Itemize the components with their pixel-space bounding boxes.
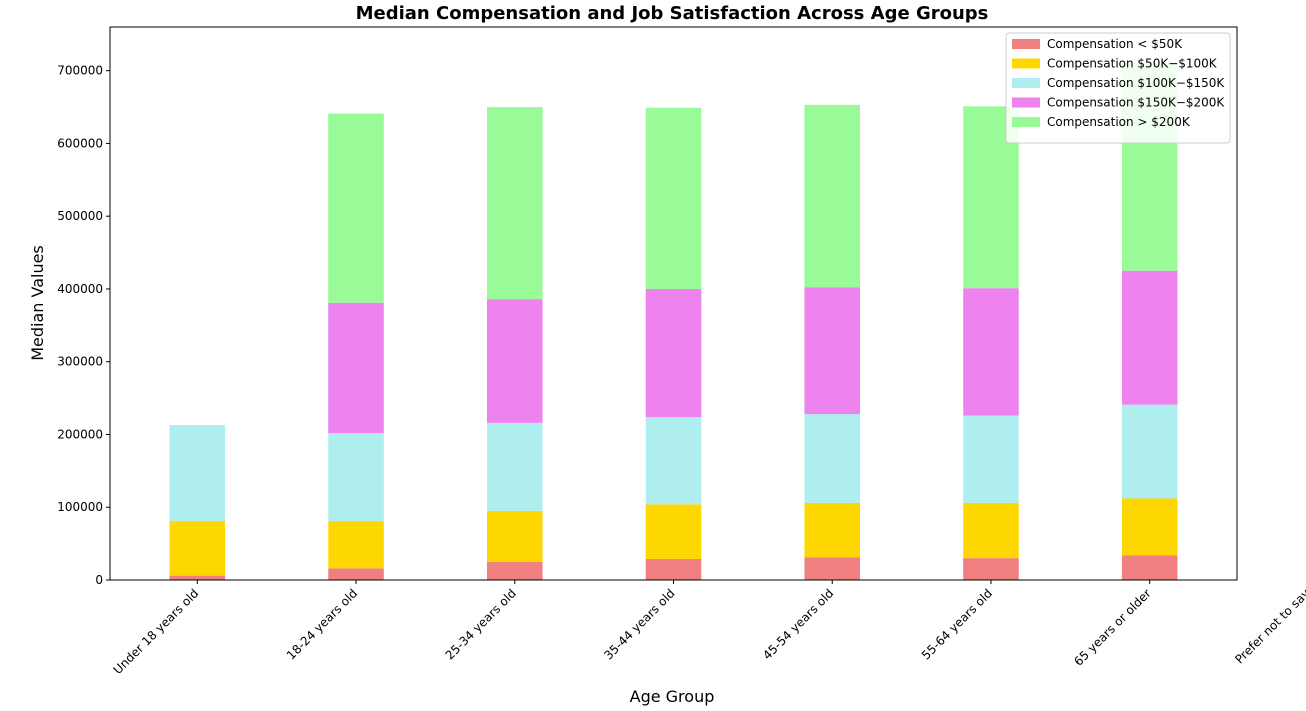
x-tick-label: 35-44 years old xyxy=(601,586,677,662)
bar-segment-6-series-1 xyxy=(963,558,1019,580)
legend-swatch xyxy=(1012,39,1040,49)
legend-swatch xyxy=(1012,78,1040,88)
y-tick-label: 600000 xyxy=(57,136,103,150)
bar-segment-2-series-4 xyxy=(328,302,384,434)
y-axis-label: Median Values xyxy=(28,245,47,361)
bar-segment-5-series-2 xyxy=(804,502,861,558)
bar-segment-4-series-5 xyxy=(645,107,702,289)
bar-segment-6-series-4 xyxy=(963,288,1019,416)
x-tick-label: Under 18 years old xyxy=(111,586,202,677)
legend-label: Compensation > $200K xyxy=(1047,115,1191,129)
bar-segment-7-series-4 xyxy=(1121,270,1178,405)
legend-label: Compensation $150K−$200K xyxy=(1047,96,1225,110)
bar-segment-2-series-2 xyxy=(328,521,384,569)
bar-segment-1-series-3 xyxy=(169,425,226,522)
y-tick-label: 500000 xyxy=(57,209,103,223)
bar-segment-4-series-4 xyxy=(645,288,702,418)
bar-segment-3-series-5 xyxy=(486,107,543,300)
chart-title: Median Compensation and Job Satisfaction… xyxy=(356,3,989,24)
bar-segment-7-series-2 xyxy=(1121,498,1178,556)
bar-segment-3-series-1 xyxy=(486,561,543,580)
legend-box xyxy=(1005,32,1231,144)
x-tick-label: 55-64 years old xyxy=(919,586,995,662)
bar-segment-6-series-3 xyxy=(963,415,1019,503)
bar-segment-7-series-1 xyxy=(1121,555,1178,580)
y-tick-label: 200000 xyxy=(57,427,103,441)
legend-label: Compensation $100K−$150K xyxy=(1047,76,1225,90)
bar-segment-3-series-4 xyxy=(486,299,543,423)
bar-segment-4-series-2 xyxy=(645,504,702,559)
legend-swatch xyxy=(1012,117,1040,127)
bar-segment-3-series-2 xyxy=(486,510,543,562)
bar-segment-4-series-3 xyxy=(645,417,702,505)
x-axis-label: Age Group xyxy=(630,687,715,706)
bar-segment-5-series-1 xyxy=(804,557,861,580)
legend: Compensation < $50K Compensation $50K−$10… xyxy=(1005,32,1231,144)
bar-segment-5-series-3 xyxy=(804,414,861,503)
y-tick-label: 300000 xyxy=(57,355,103,369)
x-tick-label: 18-24 years old xyxy=(284,586,360,662)
x-tick-label: Prefer not to say xyxy=(1232,586,1306,666)
bar-segment-4-series-1 xyxy=(645,558,702,580)
legend-label: Compensation < $50K xyxy=(1047,37,1183,51)
legend-swatch xyxy=(1012,58,1040,69)
bar-segment-5-series-5 xyxy=(804,104,861,288)
y-tick-label: 0 xyxy=(95,573,103,587)
bar-segment-6-series-2 xyxy=(963,502,1019,559)
bar-segment-1-series-1 xyxy=(169,575,226,580)
x-tick-label: 45-54 years old xyxy=(760,586,836,662)
bar-segment-3-series-3 xyxy=(486,422,543,511)
y-tick-label: 400000 xyxy=(57,282,103,296)
y-tick-label: 100000 xyxy=(57,500,103,514)
bar-segment-2-series-1 xyxy=(328,568,384,580)
bar-segment-7-series-3 xyxy=(1121,404,1178,499)
bar-segment-2-series-5 xyxy=(328,113,384,303)
x-tick-label: 65 years or older xyxy=(1071,586,1154,669)
legend-swatch xyxy=(1012,97,1040,108)
legend-label: Compensation $50K−$100K xyxy=(1047,57,1218,71)
bar-segment-2-series-3 xyxy=(328,433,384,522)
bar-segment-5-series-4 xyxy=(804,287,861,415)
x-tick-label: 25-34 years old xyxy=(443,586,519,662)
y-tick-label: 700000 xyxy=(57,64,103,78)
bar-segment-1-series-2 xyxy=(169,521,226,576)
